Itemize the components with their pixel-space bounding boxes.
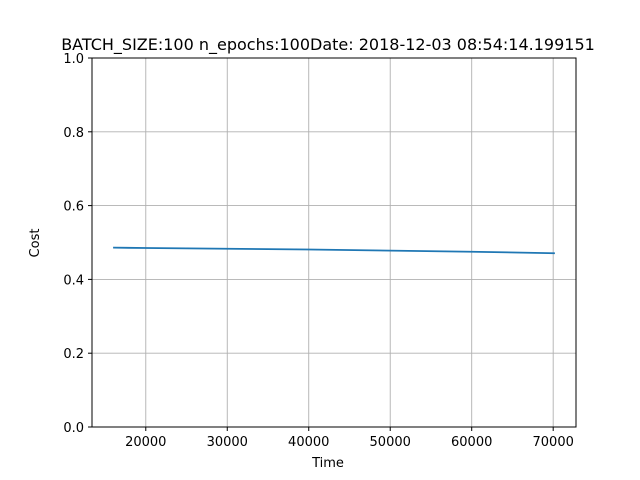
plot-frame xyxy=(91,57,577,428)
x-tick-label: 70000 xyxy=(533,435,574,450)
series-line xyxy=(113,246,555,255)
x-tick-label: 40000 xyxy=(288,435,329,450)
y-tick-label: 0.4 xyxy=(63,273,84,288)
y-tick-label: 0.2 xyxy=(63,347,84,362)
y-tick-label: 0.6 xyxy=(63,200,84,215)
chart-title: BATCH_SIZE:100 n_epochs:100Date: 2018-12… xyxy=(61,35,595,55)
x-axis-label: Time xyxy=(311,456,344,471)
x-tick-label: 30000 xyxy=(207,435,248,450)
y-tick-label: 1.0 xyxy=(63,52,84,67)
y-tick-label: 0.8 xyxy=(63,126,84,141)
series-layer xyxy=(113,246,555,255)
x-tick-label: 50000 xyxy=(370,435,411,450)
y-axis: 0.0 0.2 0.4 0.6 0.8 1.0 xyxy=(63,52,92,436)
y-axis-label: Cost xyxy=(28,229,43,258)
x-tick-label: 60000 xyxy=(451,435,492,450)
y-tick-label: 0.0 xyxy=(63,421,84,436)
x-tick-label: 20000 xyxy=(125,435,166,450)
x-axis: 20000 30000 40000 50000 60000 70000 xyxy=(125,427,574,450)
